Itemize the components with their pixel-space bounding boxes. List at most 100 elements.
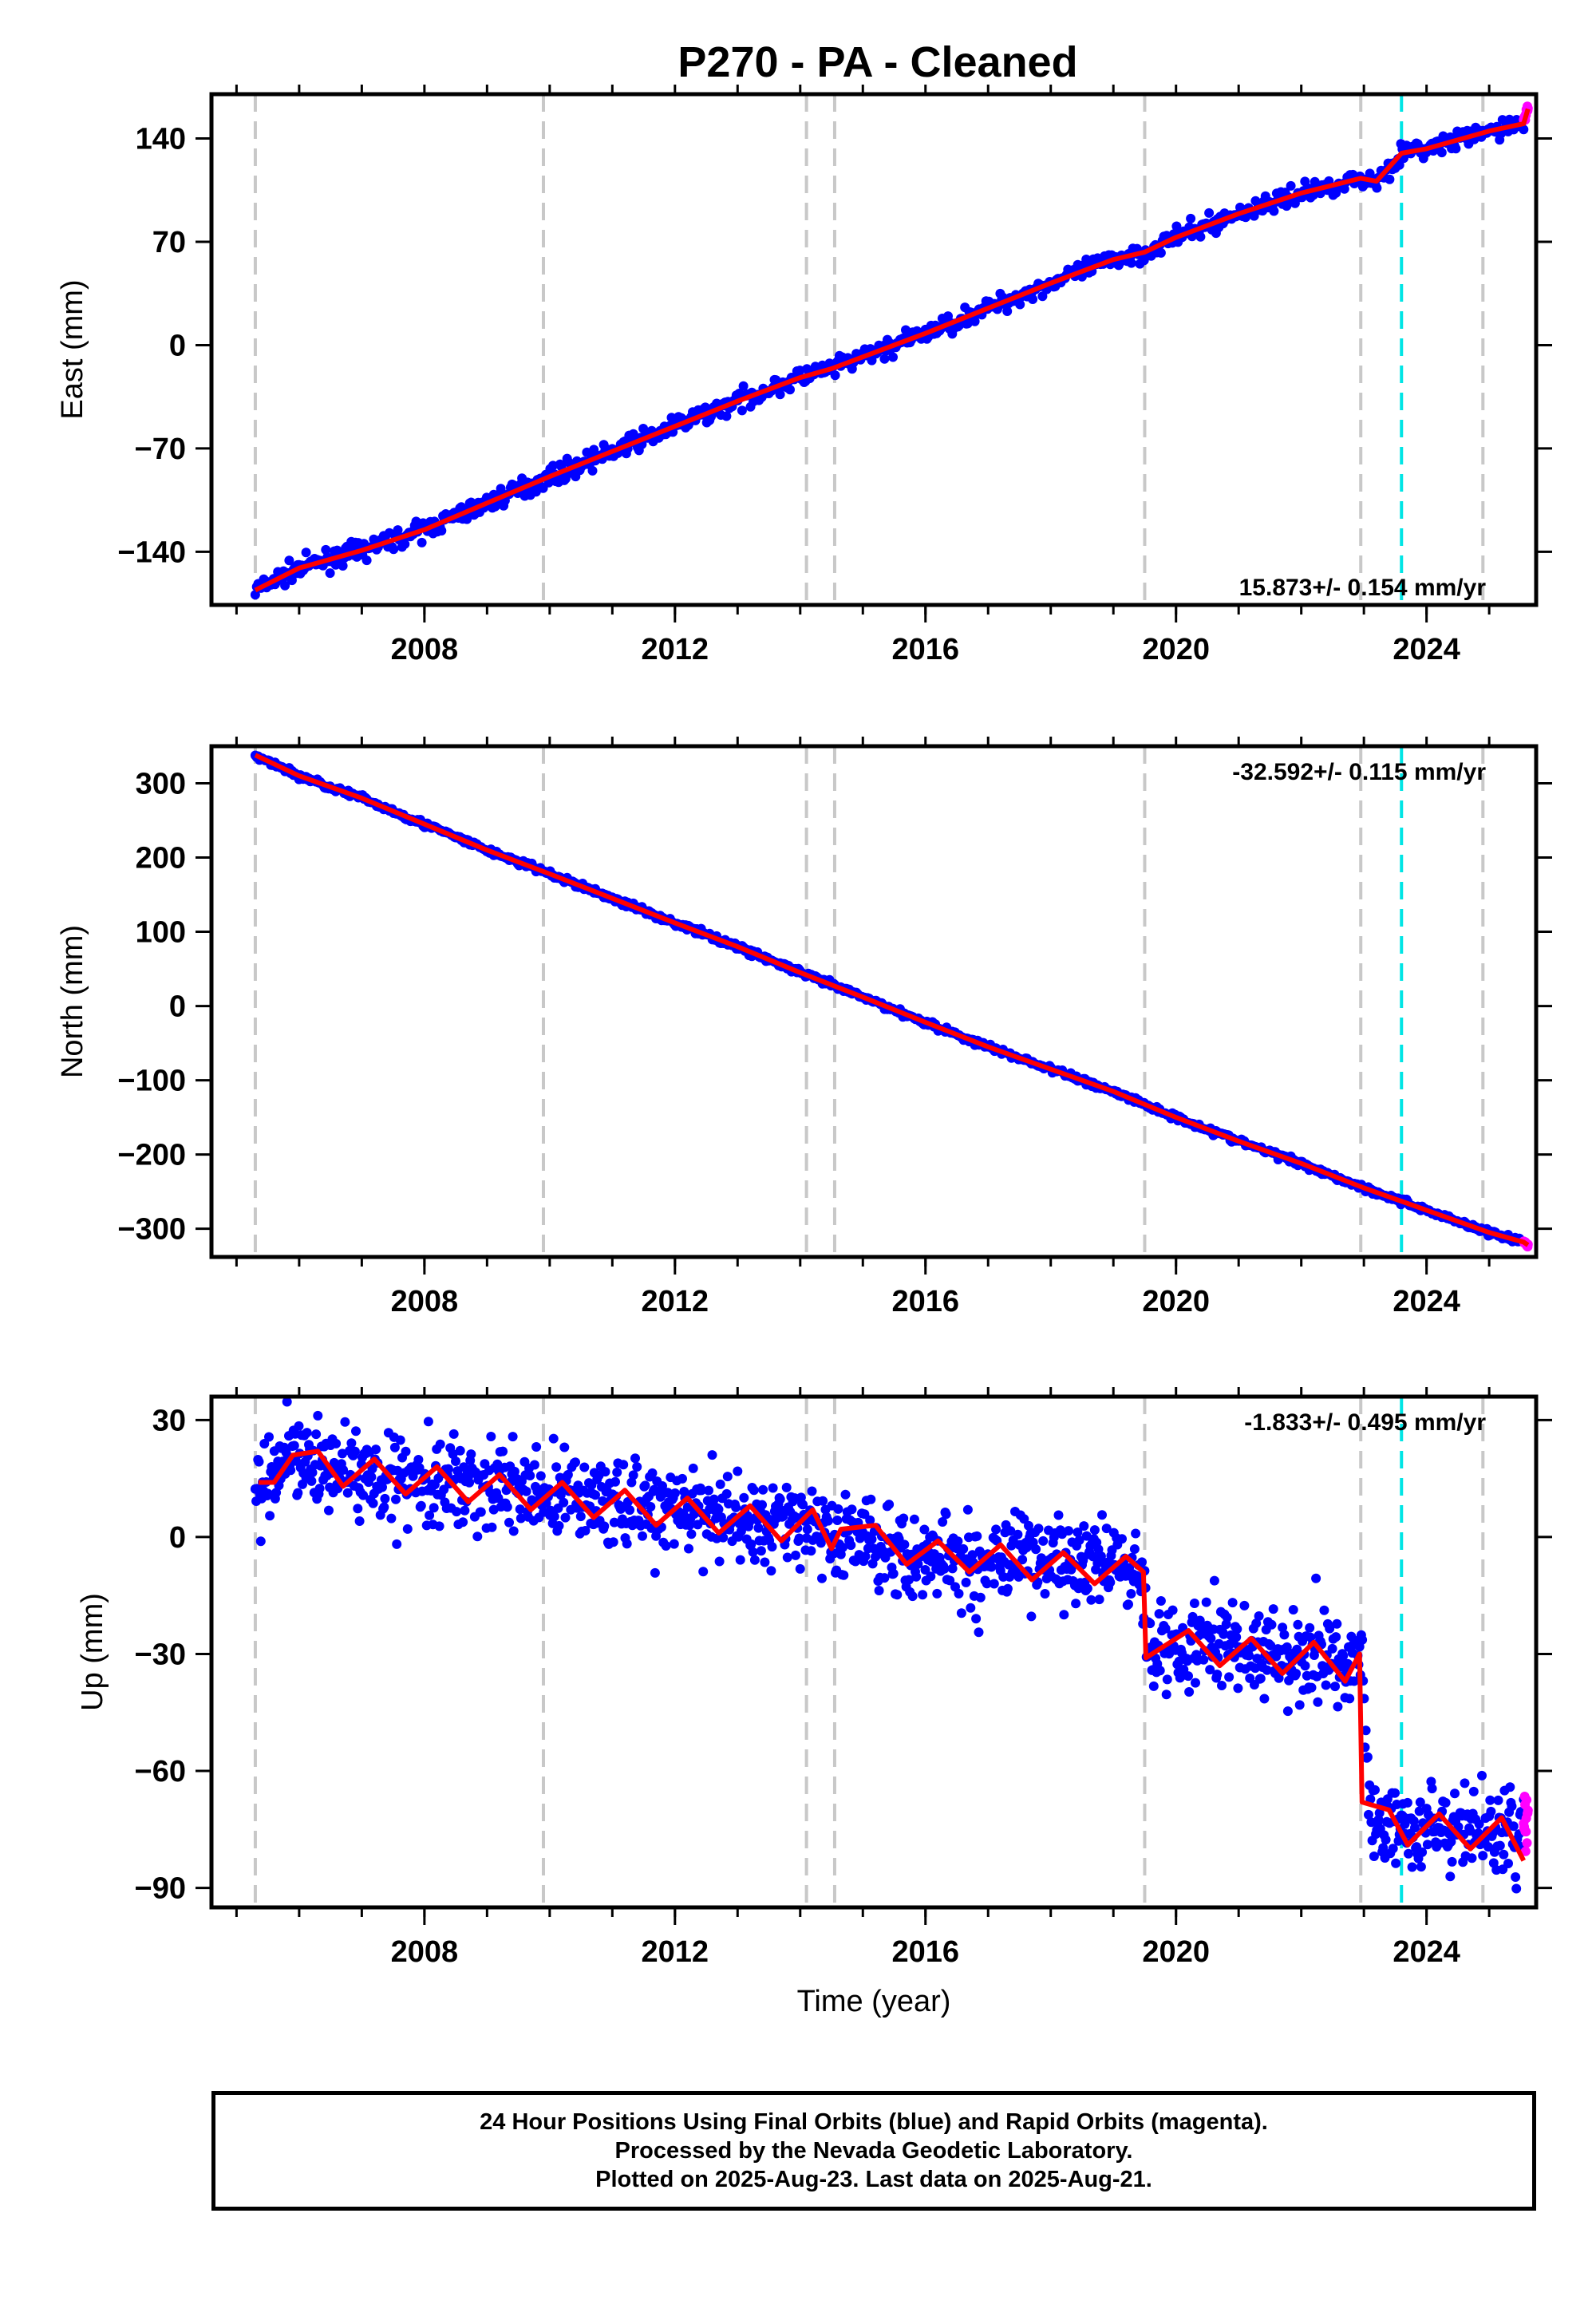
final-orbit-point — [961, 1577, 971, 1587]
velocity-label: -1.833+/- 0.495 mm/yr — [1244, 1409, 1486, 1436]
x-tick-label: 2024 — [1393, 633, 1460, 666]
final-orbit-point — [982, 1579, 992, 1589]
final-orbit-point — [1097, 1510, 1107, 1520]
x-tick-label: 2024 — [1393, 1285, 1460, 1318]
final-orbit-point — [535, 1471, 546, 1481]
final-orbit-point — [515, 1504, 525, 1515]
final-orbit-point — [1288, 1605, 1298, 1614]
final-orbit-point — [1345, 1694, 1355, 1704]
final-orbit-point — [464, 1477, 475, 1488]
final-orbit-point — [939, 1563, 950, 1574]
up-panel: 2008 2012 2016 2020 2024 −90 −60 −30 0 30 Up (mm) T… — [76, 1387, 1552, 2018]
final-orbit-point — [1468, 1786, 1479, 1796]
final-orbit-point — [758, 1484, 768, 1495]
final-orbit-point — [1233, 1683, 1243, 1694]
final-orbit-point — [437, 526, 447, 536]
caption-line-1: 24 Hour Positions Using Final Orbits (bl… — [480, 2109, 1268, 2135]
final-orbit-point — [599, 1521, 610, 1531]
final-orbit-point — [967, 1550, 978, 1560]
final-orbit-point — [647, 1468, 658, 1478]
final-orbit-point — [1511, 1883, 1522, 1894]
final-orbit-point — [1477, 1770, 1487, 1780]
final-orbit-point — [847, 1504, 857, 1515]
final-orbit-point — [640, 1480, 650, 1491]
final-orbit-point — [380, 1493, 390, 1504]
y-tick-label: −200 — [117, 1139, 186, 1172]
final-orbit-point — [1002, 1583, 1013, 1594]
final-orbit-point — [1349, 1676, 1359, 1686]
final-orbit-point — [401, 1446, 411, 1456]
final-orbit-point — [1124, 1599, 1133, 1610]
final-orbit-point — [575, 1512, 586, 1522]
final-orbit-point — [1278, 1622, 1288, 1633]
final-orbit-point — [549, 1512, 559, 1522]
final-orbit-point — [806, 1546, 816, 1556]
final-orbit-point — [1407, 1862, 1417, 1872]
final-orbit-point — [650, 1567, 660, 1578]
final-orbit-point — [791, 1550, 800, 1560]
final-orbit-point — [1204, 207, 1215, 218]
final-orbit-point — [1427, 1784, 1437, 1794]
final-orbit-point — [502, 1502, 512, 1512]
y-tick-label: 200 — [136, 842, 186, 875]
final-orbit-point — [325, 568, 335, 579]
y-tick-label: 140 — [136, 122, 186, 156]
final-orbit-point — [684, 1543, 693, 1554]
final-orbit-point — [377, 1482, 387, 1492]
final-orbit-point — [338, 1464, 349, 1475]
y-tick-label: 0 — [169, 1521, 186, 1555]
rapid-orbit-point — [1521, 1827, 1531, 1837]
final-orbit-point — [909, 1514, 919, 1524]
final-orbit-point — [1239, 1600, 1250, 1611]
final-orbit-point — [366, 1472, 377, 1482]
y-tick-label: −70 — [135, 433, 186, 466]
final-orbit-point — [417, 537, 427, 547]
final-orbit-point — [358, 1490, 369, 1500]
x-tick-label: 2016 — [891, 1935, 959, 1969]
final-orbit-point — [554, 1520, 564, 1531]
final-orbit-point — [737, 405, 747, 416]
final-orbit-point — [353, 1504, 363, 1514]
final-orbit-point — [707, 1450, 717, 1460]
final-orbit-point — [1361, 1725, 1371, 1736]
final-orbit-point — [455, 1445, 465, 1456]
final-orbit-point — [1417, 1847, 1428, 1857]
final-orbit-point — [508, 1432, 518, 1442]
final-orbit-point — [941, 1509, 951, 1520]
final-orbit-point — [709, 1494, 719, 1504]
final-orbit-point — [255, 1536, 266, 1547]
final-orbit-point — [476, 1507, 486, 1517]
final-orbit-point — [1148, 1681, 1159, 1691]
final-orbit-point — [1282, 1642, 1292, 1652]
final-orbit-point — [587, 465, 598, 476]
final-orbit-point — [250, 590, 260, 600]
final-orbit-point — [756, 1546, 766, 1556]
final-orbit-point — [338, 1448, 347, 1459]
final-orbit-point — [551, 1462, 562, 1472]
final-orbit-point — [974, 1627, 984, 1638]
final-orbit-point — [839, 1570, 849, 1580]
final-orbit-point — [1364, 1809, 1373, 1820]
final-orbit-point — [794, 1533, 804, 1543]
final-orbit-point — [1511, 1872, 1521, 1882]
final-orbit-point — [1266, 1619, 1277, 1630]
final-orbit-point — [1422, 1840, 1432, 1850]
final-orbit-point — [386, 1513, 397, 1524]
final-orbit-point — [443, 1464, 453, 1474]
final-orbit-point — [768, 1483, 778, 1493]
final-orbit-point — [1224, 1672, 1235, 1682]
final-orbit-point — [1269, 206, 1279, 216]
final-orbit-point — [1372, 183, 1382, 193]
final-orbit-point — [833, 1504, 843, 1514]
final-orbit-point — [331, 1438, 342, 1448]
x-tick-label: 2012 — [642, 1935, 709, 1969]
final-orbit-point — [866, 1494, 876, 1504]
final-orbit-point — [259, 1439, 270, 1448]
final-orbit-point — [1381, 1835, 1391, 1845]
final-orbit-point — [338, 561, 348, 571]
final-orbit-point — [1231, 1632, 1242, 1642]
final-orbit-point — [757, 1500, 767, 1510]
y-tick-label: 30 — [152, 1404, 186, 1437]
final-orbit-point — [254, 1456, 264, 1467]
